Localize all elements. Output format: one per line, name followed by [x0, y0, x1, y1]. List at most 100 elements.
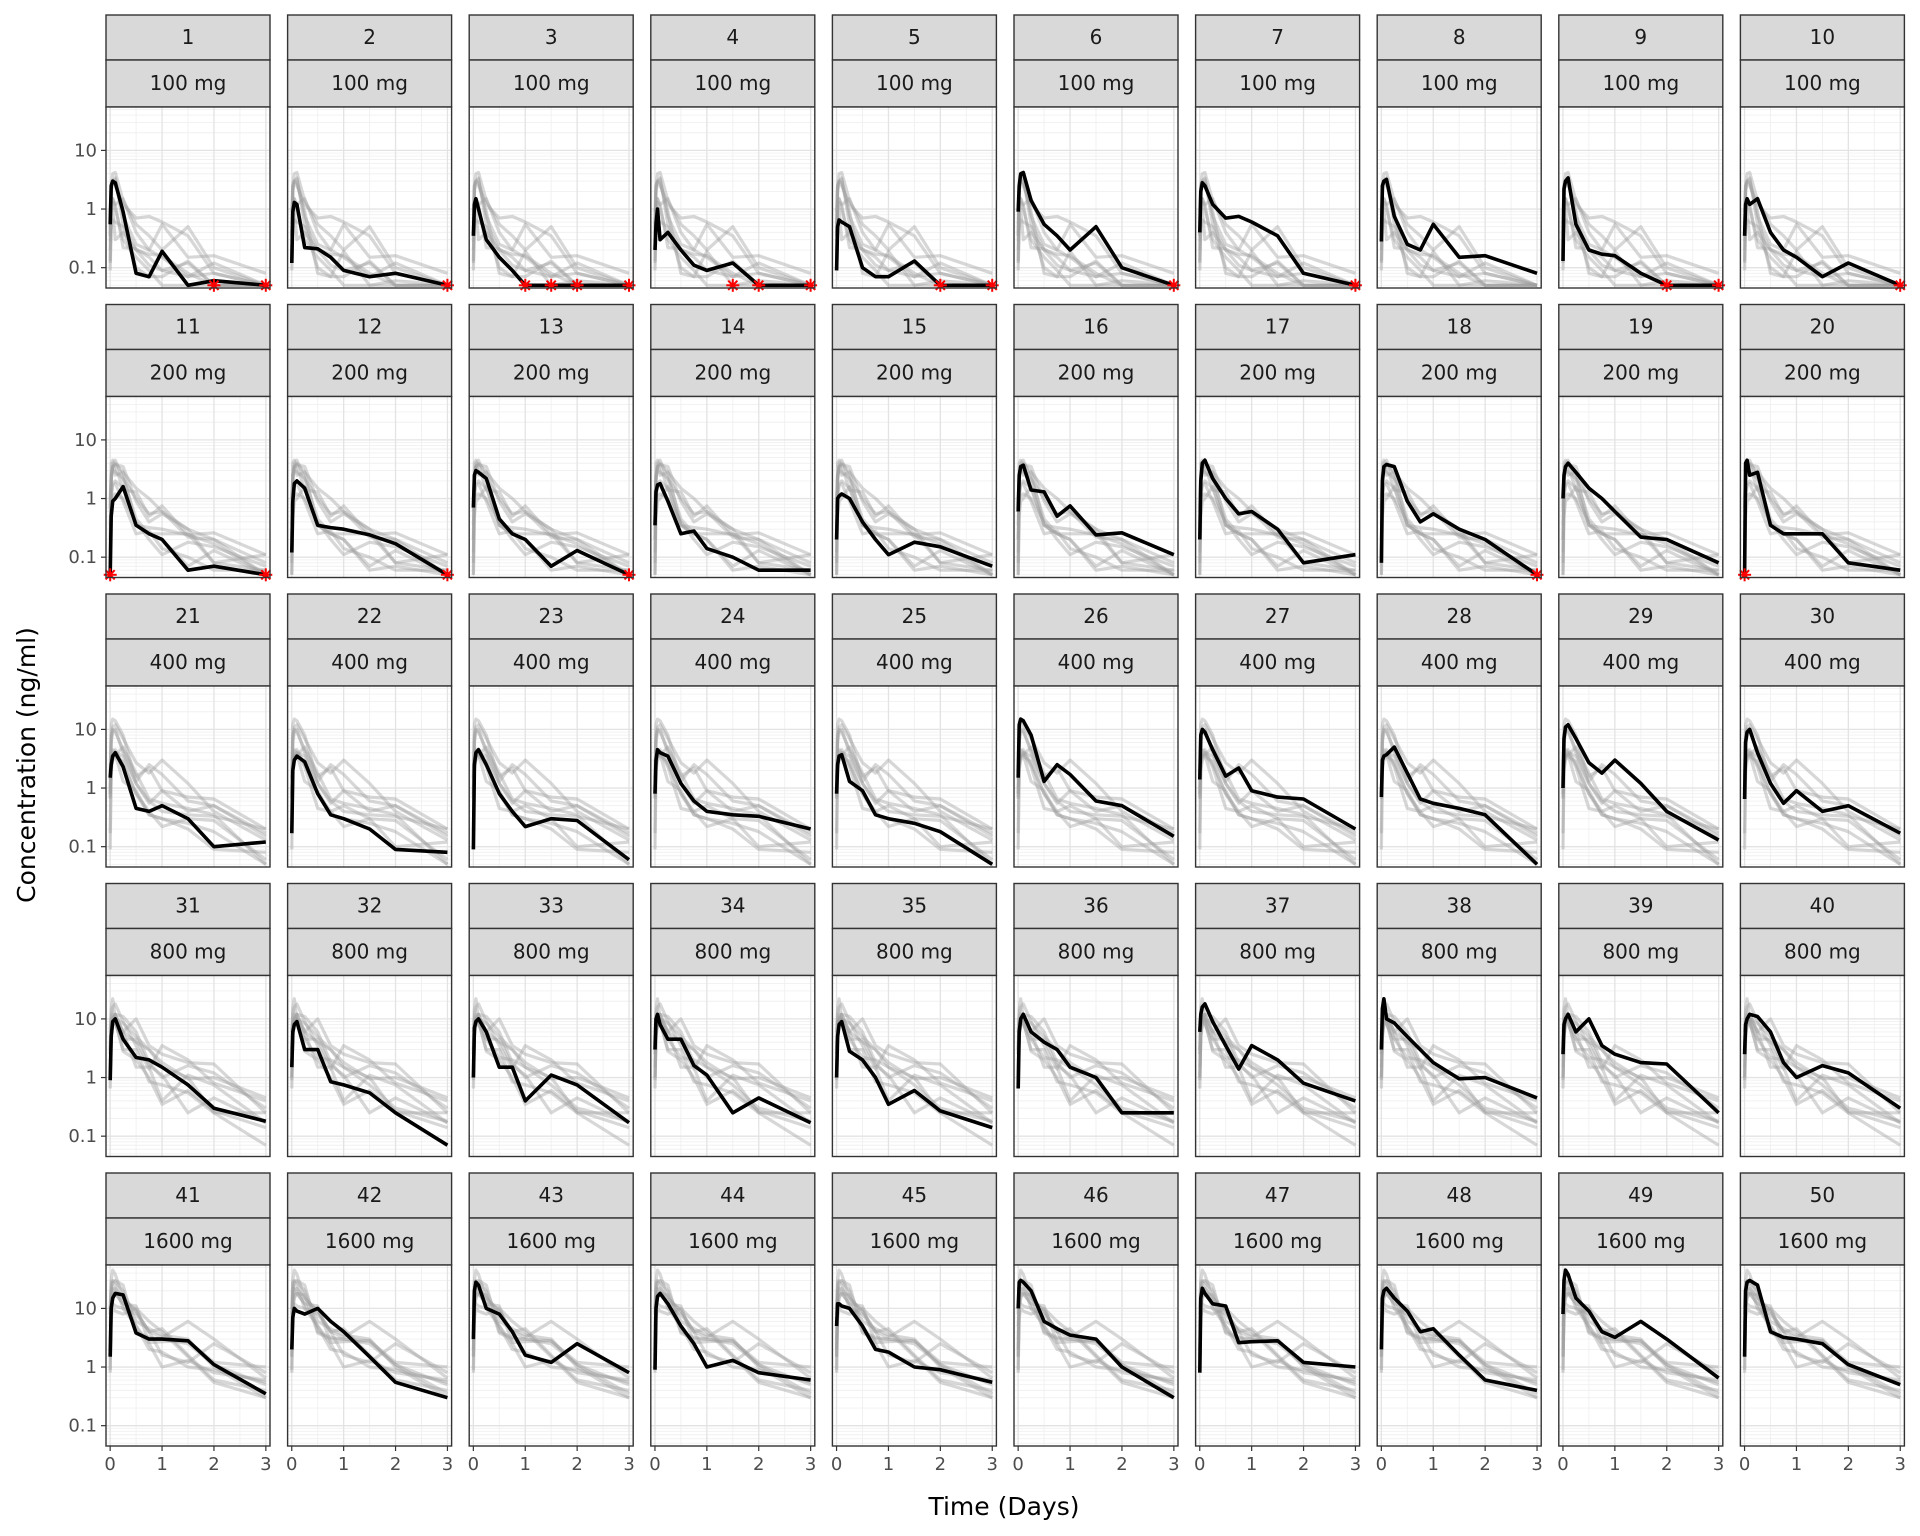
strip-dose [1013, 927, 1179, 977]
strip-dose-label: 200 mg [1421, 361, 1498, 385]
strip-subject [105, 303, 271, 351]
series-line-background [290, 177, 448, 275]
strip-dose-label: 100 mg [694, 71, 771, 95]
series-line-background [835, 1012, 993, 1125]
panel-border [1739, 1264, 1906, 1447]
series-line-background [835, 1268, 994, 1380]
strip-subject [1194, 303, 1361, 351]
series-line-subject [108, 750, 266, 849]
series-line-background [653, 727, 812, 831]
series-line-background [290, 197, 449, 287]
series-line-subject [834, 1302, 993, 1385]
facet-panel: 3 100 mg [468, 14, 636, 292]
series-line-background [471, 1002, 630, 1103]
series-line-background [290, 1012, 449, 1110]
series-line-background [835, 482, 993, 572]
panel-border [1376, 685, 1542, 868]
facet-panel: 10 100 mg [1739, 14, 1907, 292]
strip-dose-label: 1600 mg [506, 1229, 595, 1253]
strip-subject [286, 303, 453, 351]
strip-subject [286, 1172, 453, 1219]
strip-dose-label: 400 mg [1239, 650, 1316, 674]
series-line-background [108, 458, 267, 565]
strip-subject-label: 4 [726, 25, 739, 49]
facet-panel: 30 400 mg [1739, 593, 1906, 868]
strip-subject-label: 42 [357, 1183, 382, 1207]
y-tick-label: 0.1 [68, 1126, 97, 1147]
strip-dose-label: 800 mg [1239, 940, 1316, 964]
facet-panel: 27 400 mg [1194, 593, 1361, 868]
series-line-background [835, 723, 993, 842]
series-line-background [108, 170, 267, 287]
x-tick-label: 0 [1739, 1454, 1750, 1475]
panel-border [831, 395, 998, 579]
strip-subject [831, 882, 998, 930]
strip-dose [1739, 59, 1906, 108]
strip-dose [1558, 1217, 1724, 1266]
panel-border [1558, 395, 1724, 579]
facet-panel: 28 400 mg [1376, 593, 1542, 868]
series-line-background [290, 1012, 449, 1125]
panel-border [831, 1264, 998, 1447]
strip-dose-label: 1600 mg [1778, 1229, 1867, 1253]
series-line-background [835, 748, 993, 831]
series-line-background [471, 176, 629, 287]
series-line-background [1743, 1012, 1901, 1125]
x-tick-label: 3 [1350, 1454, 1361, 1475]
strip-subject [831, 14, 998, 61]
facet-panel: 50 1600 mg 0 1 2 3 [1739, 1172, 1906, 1475]
series-line-subject [1742, 1278, 1901, 1387]
strip-subject-label: 19 [1628, 315, 1653, 339]
strip-dose-label: 200 mg [331, 361, 408, 385]
strip-dose-label: 200 mg [694, 361, 771, 385]
strip-subject-label: 23 [538, 604, 563, 628]
series-line-background [1198, 717, 1357, 838]
x-tick-label: 3 [1531, 1454, 1542, 1475]
strip-dose-label: 200 mg [1602, 361, 1679, 385]
strip-subject-label: 16 [1083, 315, 1108, 339]
strip-subject [1013, 882, 1179, 930]
series-line-subject [290, 479, 449, 577]
strip-subject-label: 26 [1083, 604, 1108, 628]
strip-dose-label: 1600 mg [1414, 1229, 1503, 1253]
y-tick-label: 0.1 [68, 547, 97, 568]
series-line-subject [1561, 1012, 1720, 1115]
series-line-background [835, 463, 993, 557]
strip-subject-label: 1 [182, 25, 195, 49]
bql-marker [933, 278, 947, 292]
series-line-background [1561, 1002, 1720, 1103]
strip-subject [1558, 882, 1724, 930]
series-line-background [290, 1302, 448, 1384]
series-line-background [653, 1278, 812, 1387]
strip-dose-label: 100 mg [1421, 71, 1498, 95]
strip-dose [1376, 638, 1542, 687]
strip-dose [831, 1217, 998, 1266]
y-tick-label: 10 [74, 140, 97, 161]
strip-dose-label: 100 mg [1784, 71, 1861, 95]
series-line-subject [290, 1019, 449, 1147]
series-line-subject [1016, 1278, 1175, 1400]
strip-dose-label: 400 mg [331, 650, 408, 674]
strip-subject [1376, 303, 1542, 351]
strip-subject-label: 8 [1453, 25, 1466, 49]
series-line-background [653, 179, 811, 287]
series-line-background [1198, 997, 1356, 1100]
strip-subject-label: 28 [1446, 604, 1471, 628]
facet-panel: 34 800 mg [650, 882, 816, 1158]
series-line-background [653, 170, 812, 287]
strip-subject [468, 14, 634, 61]
x-tick-label: 2 [1116, 1454, 1127, 1475]
series-line-background [1379, 723, 1538, 842]
series-line-background [653, 197, 811, 287]
x-tick-label: 2 [208, 1454, 219, 1475]
series-line-background [1743, 177, 1901, 275]
strip-dose-label: 400 mg [513, 650, 590, 674]
series-line-background [290, 727, 449, 831]
strip-dose-label: 400 mg [150, 650, 227, 674]
strip-subject [650, 303, 816, 351]
strip-dose-label: 400 mg [694, 650, 771, 674]
strip-dose-label: 1600 mg [1233, 1229, 1322, 1253]
series-line-background [290, 462, 449, 577]
